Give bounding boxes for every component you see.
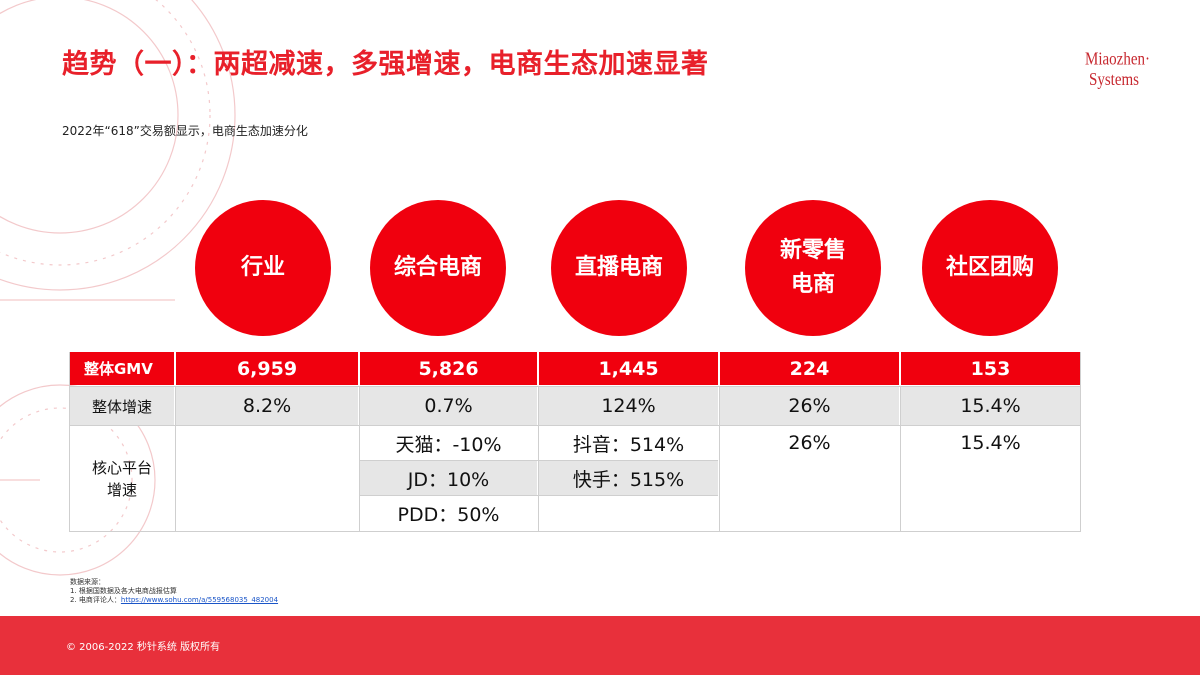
company-logo: Miaozhen· Systems	[1085, 50, 1155, 91]
core-growth-label-line-1: 核心平台	[91, 458, 152, 477]
growth-industry: 8.2%	[176, 387, 358, 425]
category-circle-general-ecommerce: 综合电商	[370, 200, 506, 336]
gmv-general: 5,826	[360, 352, 537, 385]
grid-line	[70, 531, 1080, 532]
core-growth-label: 核心平台 增速	[70, 426, 174, 531]
category-label: 新零售 电商	[780, 234, 846, 302]
gmv-label: 整体GMV	[70, 352, 174, 385]
core-live-kuaishou: 快手：515%	[539, 461, 718, 495]
growth-new-retail: 26%	[720, 387, 899, 425]
copyright-text: © 2006-2022 秒针系统 版权所有	[66, 642, 221, 653]
category-label-line-2: 电商	[790, 272, 835, 297]
core-general-tmall: 天猫：-10%	[395, 433, 502, 456]
grid-line	[538, 387, 539, 532]
growth-community: 15.4%	[901, 387, 1080, 425]
core-new-retail: 26%	[788, 432, 831, 454]
growth-general: 0.7%	[360, 387, 537, 425]
category-label: 行业	[240, 255, 285, 280]
grid-line	[900, 387, 901, 532]
growth-label: 整体增速	[70, 387, 174, 425]
notes-line-2-prefix: 2. 电商评论人：	[70, 596, 121, 604]
page-subtitle: 2022年“618”交易额显示，电商生态加速分化	[62, 124, 308, 138]
gmv-live: 1,445	[539, 352, 718, 385]
category-label: 综合电商	[393, 255, 482, 280]
grid-line	[69, 352, 70, 532]
category-label: 社区团购	[945, 255, 1034, 280]
footer-bar: © 2006-2022 秒针系统 版权所有	[0, 616, 1200, 675]
notes-line-1: 1. 根据国数据及各大电商战报估算	[70, 587, 177, 595]
category-label-line-1: 新零售	[779, 238, 846, 263]
logo-line-1: Miaozhen·	[1085, 50, 1150, 70]
category-circle-community: 社区团购	[922, 200, 1058, 336]
category-circle-new-retail: 新零售 电商	[745, 200, 881, 336]
grid-line	[175, 387, 176, 532]
source-notes: 数据来源： 1. 根据国数据及各大电商战报估算 2. 电商评论人：https:/…	[70, 578, 278, 605]
core-growth-label-line-2: 增速	[106, 480, 137, 499]
category-circle-live-ecommerce: 直播电商	[551, 200, 687, 336]
growth-live: 124%	[539, 387, 718, 425]
grid-line	[359, 387, 360, 532]
gmv-community: 153	[901, 352, 1080, 385]
grid-line	[70, 386, 1080, 387]
core-live-douyin: 抖音：514%	[572, 433, 685, 456]
grid-line	[360, 460, 718, 461]
logo-line-2: Systems	[1089, 70, 1140, 90]
gmv-new-retail: 224	[720, 352, 899, 385]
grid-line	[719, 387, 720, 532]
category-label: 直播电商	[574, 255, 663, 280]
grid-line	[1080, 352, 1081, 532]
page-title: 趋势（一）：两超减速，多强增速，电商生态加速显著	[62, 49, 709, 80]
notes-heading: 数据来源：	[70, 578, 105, 586]
grid-line	[70, 425, 1080, 426]
core-community: 15.4%	[960, 432, 1021, 454]
gmv-industry: 6,959	[176, 352, 358, 385]
category-circle-industry: 行业	[195, 200, 331, 336]
notes-line-2: 2. 电商评论人：https://www.sohu.com/a/55956803…	[70, 596, 278, 605]
core-general-jd: JD：10%	[360, 461, 537, 495]
grid-line	[360, 495, 718, 496]
core-general-pdd: PDD：50%	[397, 503, 500, 526]
source-link[interactable]: https://www.sohu.com/a/559568035_482004	[120, 596, 279, 604]
